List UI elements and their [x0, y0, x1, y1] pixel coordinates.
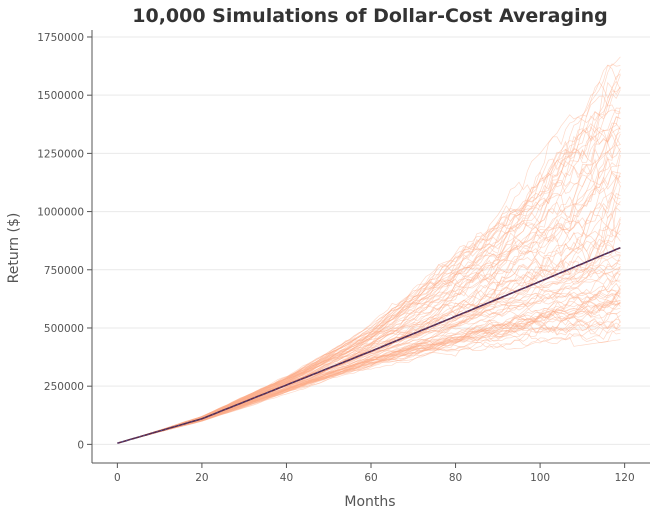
simulation-path [117, 320, 621, 444]
simulation-path [117, 107, 621, 444]
simulation-path [117, 107, 621, 444]
grid [92, 36, 650, 445]
simulation-path [117, 284, 621, 444]
x-tick-label: 100 [530, 472, 550, 484]
simulation-path [117, 318, 621, 444]
simulation-path [117, 296, 621, 444]
x-tick-label: 0 [114, 472, 121, 484]
y-tick-label: 1750000 [37, 32, 84, 44]
simulation-path [117, 175, 621, 444]
y-tick-label: 500000 [44, 323, 84, 335]
axes: 0 250000 500000 750000 1000000 1250000 1500000… [37, 30, 650, 484]
simulation-path [117, 318, 621, 444]
y-tick-label: 1250000 [37, 148, 84, 160]
simulation-path [117, 95, 621, 444]
simulation-path [117, 175, 621, 444]
simulation-path [117, 301, 621, 444]
y-tick-label: 1000000 [37, 207, 84, 219]
simulation-path [117, 309, 621, 444]
simulation-path [117, 292, 621, 444]
chart-title: 10,000 Simulations of Dollar-Cost Averag… [132, 5, 607, 27]
simulation-path [117, 302, 621, 444]
simulation-path [117, 217, 621, 444]
simulation-path [117, 86, 621, 444]
simulation-path [117, 109, 621, 444]
mean-line-group [117, 246, 621, 444]
x-axis-label: Months [344, 494, 395, 510]
simulation-path [117, 131, 621, 444]
y-tick-label: 750000 [44, 265, 84, 277]
simulation-path [117, 73, 621, 444]
simulation-path [117, 63, 621, 444]
mean-line [117, 246, 621, 444]
simulation-path [117, 80, 621, 444]
simulation-path [117, 260, 621, 444]
simulation-path [117, 291, 621, 444]
y-tick-label: 250000 [44, 381, 84, 393]
simulation-path [117, 304, 621, 444]
simulation-path [117, 185, 621, 444]
simulation-path [117, 154, 621, 444]
simulation-path [117, 56, 621, 444]
simulation-path [117, 150, 621, 444]
x-tick-label: 40 [280, 472, 293, 484]
simulation-path [117, 290, 621, 444]
simulation-path [117, 128, 621, 444]
simulation-path [117, 74, 621, 444]
y-tick-label: 0 [77, 439, 84, 451]
x-tick-label: 80 [449, 472, 462, 484]
simulation-path [117, 125, 621, 444]
simulation-path [117, 195, 621, 444]
simulation-path [117, 301, 621, 444]
x-tick-label: 20 [195, 472, 208, 484]
x-tick-label: 120 [615, 472, 635, 484]
simulation-path [117, 326, 621, 444]
simulation-path [117, 320, 621, 444]
y-axis-label: Return ($) [6, 213, 22, 284]
simulation-path [117, 86, 621, 444]
simulation-path [117, 300, 621, 444]
simulation-path [117, 336, 621, 444]
y-tick-label: 1500000 [37, 90, 84, 102]
simulation-path [117, 171, 621, 444]
simulation-path [117, 285, 621, 444]
simulation-path [117, 313, 621, 444]
simulation-path [117, 137, 621, 444]
simulation-path [117, 122, 621, 444]
simulation-path [117, 116, 621, 444]
simulation-path [117, 311, 621, 444]
simulation-path [117, 284, 621, 444]
simulation-path [117, 315, 621, 444]
simulation-path [117, 282, 621, 444]
simulation-path [117, 302, 621, 444]
x-tick-label: 60 [364, 472, 377, 484]
simulation-path [117, 293, 621, 444]
simulation-path [117, 232, 621, 444]
simulation-path [117, 131, 621, 444]
simulation-path [117, 89, 621, 444]
simulation-path [117, 64, 621, 444]
simulation-lines [117, 56, 621, 444]
simulation-path [117, 116, 621, 444]
simulation-path [117, 293, 621, 444]
simulation-path [117, 240, 621, 444]
simulation-path [117, 147, 621, 444]
simulation-path [117, 299, 621, 444]
simulation-path [117, 127, 621, 444]
simulation-path [117, 279, 621, 444]
